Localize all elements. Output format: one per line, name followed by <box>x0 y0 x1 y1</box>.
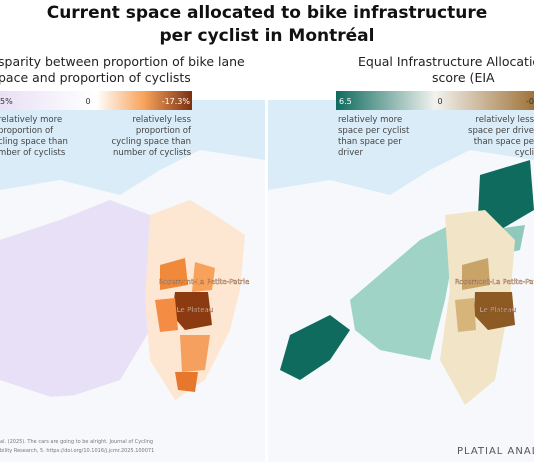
legend-bar <box>0 91 192 110</box>
brand: PLATIAL ANALY <box>457 446 534 457</box>
citation: bility Research, 5. https://doi.org/10.1… <box>0 448 154 454</box>
title: Current space allocated to bike infrastr… <box>47 3 488 23</box>
legend-tick: -0 <box>526 97 534 106</box>
legend-tick: 0 <box>85 97 90 106</box>
legend-label: relatively more <box>338 115 402 125</box>
place-label: Rosemont-La Petite-Patrie <box>455 278 534 286</box>
legend-label: space per drive <box>468 126 534 136</box>
place-label: Le Plateau <box>177 306 214 314</box>
legend-label: space per cyclist <box>338 126 410 136</box>
legend-tick: 6.5 <box>339 97 352 106</box>
panel-title: sparity between proportion of bike lane <box>0 54 245 69</box>
place-label: Rosemont-La Petite-Patrie <box>159 278 250 286</box>
title: per cyclist in Montréal <box>160 26 375 46</box>
legend-label: mber of cyclists <box>0 148 66 158</box>
legend-label: cycli <box>515 148 534 158</box>
citation: al. (2025). The cars are going to be alr… <box>0 439 153 445</box>
legend-label: number of cyclists <box>113 148 192 158</box>
right-map: Rosemont-La Petite-Patrie Le Plateau <box>268 100 534 462</box>
legend-tick: -17.3% <box>162 97 191 106</box>
legend-label: relatively less <box>475 115 534 125</box>
panel-title: pace and proportion of cyclists <box>0 70 191 85</box>
legend-label: cycling space than <box>111 137 191 147</box>
legend-tick: 0 <box>437 97 442 106</box>
place-label: Le Plateau <box>480 306 517 314</box>
legend-label: than space pe <box>474 137 534 147</box>
legend-label: proportion of <box>0 126 54 136</box>
legend-label: proportion of <box>136 126 192 136</box>
panel-title: Equal Infrastructure Allocation <box>358 54 534 69</box>
legend-label: driver <box>338 148 364 158</box>
legend-label: relatively more <box>0 115 62 125</box>
legend-label: relatively less <box>132 115 191 125</box>
legend-bar <box>336 91 534 110</box>
panel-title: score (EIA <box>432 70 495 85</box>
left-map: Rosemont-La Petite-Patrie Le Plateau <box>0 100 265 462</box>
legend-tick: 5% <box>0 97 13 106</box>
legend-label: cling space than <box>0 137 68 147</box>
legend-label: than space per <box>338 137 402 147</box>
